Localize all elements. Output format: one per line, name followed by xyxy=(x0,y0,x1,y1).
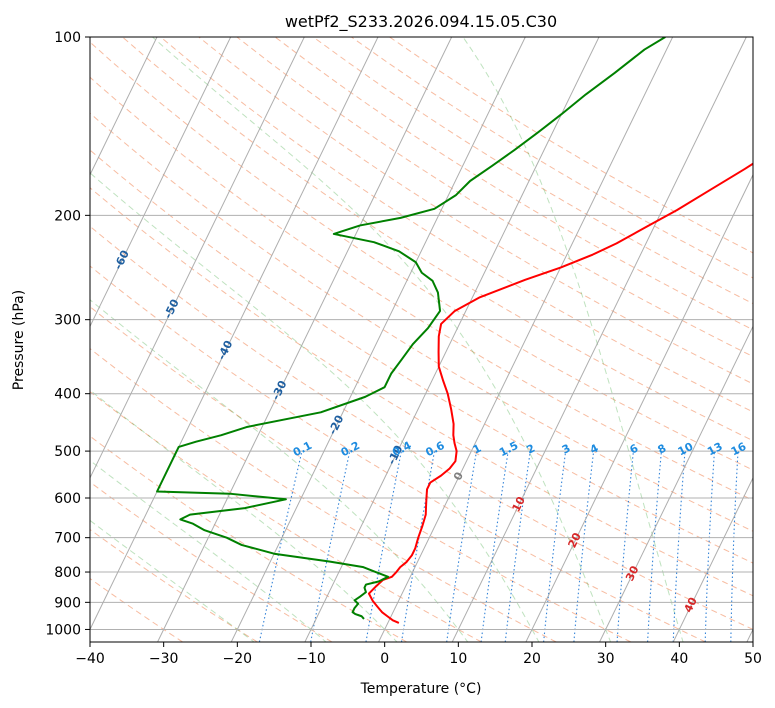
isotherm-label: 10 xyxy=(509,494,528,514)
moist-adiabat-line xyxy=(462,37,684,642)
isotherm-line xyxy=(672,476,753,642)
y-tick-label: 800 xyxy=(54,565,81,581)
x-tick-label: 10 xyxy=(449,651,467,667)
x-axis-ticks: −40 −30 −20 −10 0 10 20 30 40 50 xyxy=(75,642,762,667)
dry-adiabat-line xyxy=(90,347,557,642)
y-tick-label: 500 xyxy=(54,444,81,460)
x-tick-label: 50 xyxy=(744,651,762,667)
profile-series xyxy=(156,37,753,624)
moist-adiabat-line xyxy=(90,519,255,642)
plot-area: -100-90-80-70-60-50-40-30-20-10010203040… xyxy=(90,37,753,642)
moist-adiabat-line xyxy=(152,37,612,642)
isotherm-line xyxy=(451,37,747,642)
dry-adiabat-line xyxy=(274,37,753,331)
dry-adiabat-line xyxy=(90,112,753,532)
isotherm-line xyxy=(525,173,753,642)
mixing-ratio-line xyxy=(543,451,567,642)
dry-adiabat-line xyxy=(122,37,753,442)
x-tick-label: 30 xyxy=(597,651,615,667)
mixing-ratio-line xyxy=(573,451,595,642)
pressure-gridlines xyxy=(90,37,753,630)
dry-adiabat-line xyxy=(90,265,706,642)
isotherm-label: 30 xyxy=(623,563,642,583)
isotherm-line xyxy=(90,37,232,328)
y-axis-ticks: 100 200 300 400 500 600 700 800 900 1000 xyxy=(45,30,90,638)
dry-adiabat-line xyxy=(312,37,753,305)
x-axis-title: Temperature (°C) xyxy=(360,681,482,697)
moist-adiabats xyxy=(90,37,684,642)
x-tick-label: −20 xyxy=(223,651,253,667)
x-tick-label: −30 xyxy=(149,651,179,667)
isotherm-line xyxy=(230,37,526,642)
mixing-ratio-label: 16 xyxy=(729,440,749,459)
x-tick-label: 40 xyxy=(670,651,688,667)
line-labels: -100-90-80-70-60-50-40-30-20-10010203040… xyxy=(112,248,749,615)
x-tick-label: −10 xyxy=(296,651,326,667)
isotherm-line xyxy=(378,37,674,642)
y-tick-label: 100 xyxy=(54,30,81,46)
isotherm-line xyxy=(90,37,158,176)
isotherm-label: 20 xyxy=(566,530,585,550)
isotherm-line xyxy=(599,325,753,642)
y-tick-label: 300 xyxy=(54,313,81,329)
isotherm-line xyxy=(90,37,379,631)
mixing-ratio-line xyxy=(480,451,509,642)
dry-adiabat-line xyxy=(90,225,753,631)
dry-adiabat-line xyxy=(90,187,753,597)
y-tick-label: 900 xyxy=(54,595,81,611)
y-tick-label: 600 xyxy=(54,491,81,507)
y-tick-label: 700 xyxy=(54,531,81,547)
x-tick-label: −40 xyxy=(75,651,105,667)
dry-adiabat-line xyxy=(160,37,753,413)
isotherms xyxy=(90,37,753,642)
y-tick-label: 400 xyxy=(54,387,81,403)
moist-adiabat-line xyxy=(90,459,327,642)
plot-frame xyxy=(89,36,754,643)
isotherm-label: 40 xyxy=(681,595,700,615)
dry-adiabat-line xyxy=(198,37,753,385)
dry-adiabat-line xyxy=(90,481,333,642)
y-tick-label: 1000 xyxy=(45,622,81,638)
dry-adiabat-line xyxy=(90,577,183,642)
isotherm-line xyxy=(304,37,600,642)
y-axis-title: Pressure (hPa) xyxy=(11,290,27,390)
isotherm-line xyxy=(157,37,453,642)
mixing-ratio-line xyxy=(258,450,303,642)
y-tick-label: 200 xyxy=(54,208,81,224)
x-tick-label: 20 xyxy=(523,651,541,667)
dewpoint-profile-line xyxy=(156,37,666,620)
moist-adiabat-line xyxy=(90,172,540,642)
mixing-ratio-label: 10 xyxy=(676,440,696,459)
dry-adiabat-line xyxy=(90,306,632,642)
chart-title: wetPf2_S233.2026.094.15.05.C30 xyxy=(285,12,557,32)
isotherm-line xyxy=(90,37,305,480)
mixing-ratio-label: 13 xyxy=(705,440,725,459)
mixing-ratio-line xyxy=(616,451,634,642)
mixing-ratio-line xyxy=(446,451,478,642)
x-tick-label: 0 xyxy=(380,651,389,667)
dry-adiabat-line xyxy=(90,391,482,642)
moist-adiabat-line xyxy=(90,299,469,642)
temperature-profile-line xyxy=(367,162,753,624)
